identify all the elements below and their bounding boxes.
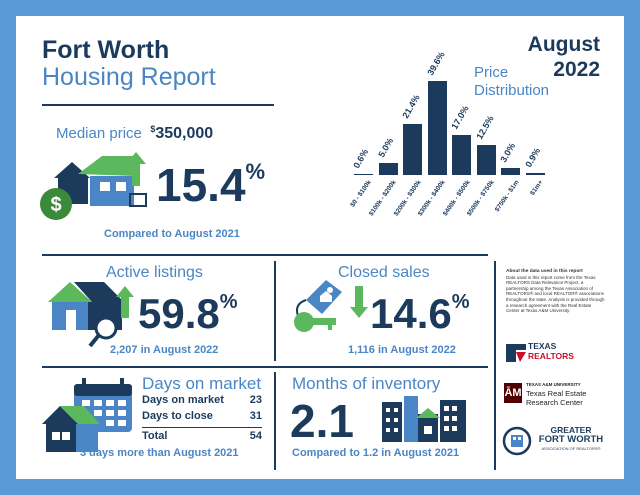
- svg-text:$: $: [50, 194, 61, 216]
- greater-fort-worth-realtors-logo: GREATER FORT WORTH ASSOCIATION OF REALTORS…: [502, 422, 610, 462]
- active-listings-caption: 2,207 in August 2022: [110, 344, 219, 356]
- price-distribution-title: Price Distribution: [474, 64, 550, 99]
- house-dollar-icon: $: [40, 156, 147, 220]
- total-divider: [142, 427, 262, 428]
- texas-am-real-estate-logo: ĀM TEXAS A&M UNIVERSITY Texas Real Estat…: [504, 380, 608, 410]
- about-data-note: About the data used in this report Data u…: [506, 269, 605, 314]
- gfw-circle-icon: [502, 426, 532, 456]
- category-tick-label: $1m+: [529, 179, 545, 197]
- closed-sales-label: Closed sales: [338, 264, 430, 281]
- bar-value-label: 21.4%: [400, 93, 422, 121]
- bar-value-label: 0.9%: [522, 146, 542, 169]
- atm-mark: ĀM: [504, 383, 522, 403]
- bar-value-label: 5.0%: [375, 136, 395, 160]
- house-key-tag-icon: [294, 280, 342, 332]
- closed-sales-caption: 1,116 in August 2022: [348, 344, 456, 356]
- house-magnifier-icon: [48, 282, 124, 348]
- bar-3: [427, 80, 447, 175]
- total-row-label: Total: [142, 430, 168, 442]
- bar-value-label: 39.6%: [424, 49, 447, 77]
- months-inventory-caption: Compared to 1.2 in August 2021: [292, 447, 460, 459]
- median-change: 15.4%: [156, 159, 266, 211]
- bar-0: [354, 173, 373, 175]
- bar-value-label: 17.0%: [449, 103, 471, 131]
- days-to-close-row-value: 31: [249, 410, 262, 422]
- col-divider-3: [494, 261, 496, 470]
- bar-2: [403, 124, 422, 175]
- active-listings-label: Active listings: [106, 264, 203, 281]
- up-arrow-icon: [126, 152, 146, 186]
- active-listings-change: 59.8%: [138, 290, 238, 337]
- bar-1: [378, 163, 398, 175]
- days-on-market-caption: 3 days more than August 2021: [80, 447, 239, 459]
- median-comparison: Compared to August 2021: [104, 228, 240, 240]
- down-arrow-icon: [350, 286, 368, 318]
- bar-value-label: 3.0%: [498, 141, 518, 164]
- texas-am-university-text: TEXAS A&M UNIVERSITY: [526, 382, 581, 387]
- days-on-market-label: Days on market: [142, 374, 262, 393]
- texas-realtors-text: TEXAS REALTORS: [528, 341, 574, 361]
- category-tick-label: $0 - $100k: [349, 179, 374, 209]
- up-arrow-icon: [116, 286, 134, 318]
- price-distribution-chart: 0.6% $0 - $100k 5.0% $100k - $200k 21.4% $200…: [16, 16, 624, 256]
- bar-6: [501, 167, 520, 175]
- texas-realtors-logo: TEXAS REALTORS: [506, 341, 606, 364]
- days-to-close-row-label: Days to close: [142, 410, 213, 422]
- bar-value-label: 0.6%: [351, 146, 371, 170]
- category-tick-label: $750k - $1m: [493, 179, 521, 214]
- report-title-city: Fort Worth: [42, 36, 170, 64]
- report-month: August 2022: [527, 33, 600, 81]
- days-on-market-row-label: Days on market: [142, 394, 224, 406]
- gfw-text: GREATER FORT WORTH ASSOCIATION OF REALTORS…: [538, 425, 604, 452]
- report-card: Fort Worth Housing Report August 2022 Med…: [16, 16, 624, 479]
- calendar-house-icon: [42, 378, 132, 452]
- report-title-subtitle: Housing Report: [42, 63, 216, 91]
- bar-4: [452, 134, 471, 175]
- col-divider-2: [274, 372, 276, 470]
- median-price-label: Median price: [56, 125, 142, 142]
- bar-7: [525, 172, 545, 175]
- days-on-market-row-value: 23: [249, 394, 262, 406]
- real-estate-center-text: Texas Real Estate Research Center: [526, 389, 587, 407]
- title-divider: [42, 104, 274, 106]
- currency-symbol: $: [150, 124, 156, 134]
- row-divider-2: [42, 366, 488, 368]
- texas-realtors-mark-icon: [506, 344, 526, 362]
- closed-sales-change: 14.6%: [370, 290, 470, 337]
- row-divider-1: [42, 254, 488, 256]
- bar-5: [476, 145, 496, 175]
- total-row-value: 54: [249, 430, 262, 442]
- median-price-block: Median price $350,000: [56, 124, 213, 143]
- months-inventory-label: Months of inventory: [292, 374, 441, 393]
- bar-value-label: 12.5%: [473, 114, 496, 142]
- median-price-value: 350,000: [155, 125, 214, 142]
- months-inventory-value: 2.1: [290, 395, 354, 447]
- buildings-icon: [382, 396, 466, 442]
- col-divider-1: [274, 261, 276, 361]
